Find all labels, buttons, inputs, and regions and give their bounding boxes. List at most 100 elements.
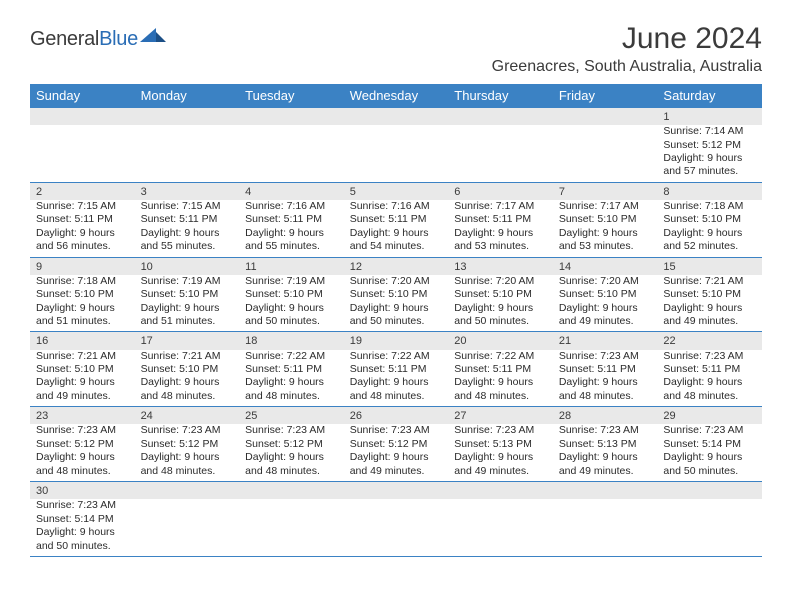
day-detail-line: and 48 minutes. xyxy=(663,390,756,403)
day-detail-line: Sunrise: 7:21 AM xyxy=(141,350,234,363)
day-cell xyxy=(344,499,449,556)
day-detail-line: Sunrise: 7:16 AM xyxy=(350,200,443,213)
day-detail-line: and 48 minutes. xyxy=(141,390,234,403)
day-detail-line: Sunset: 5:10 PM xyxy=(245,288,338,301)
day-detail-line: Sunrise: 7:21 AM xyxy=(663,275,756,288)
day-cell: Sunrise: 7:23 AMSunset: 5:11 PMDaylight:… xyxy=(657,350,762,407)
day-detail-line: and 54 minutes. xyxy=(350,240,443,253)
day-detail-line: Daylight: 9 hours xyxy=(36,376,129,389)
day-detail-line: and 57 minutes. xyxy=(663,165,756,178)
day-number xyxy=(553,482,658,499)
day-number: 9 xyxy=(30,258,135,275)
day-cell: Sunrise: 7:21 AMSunset: 5:10 PMDaylight:… xyxy=(135,350,240,407)
day-detail-line: Sunset: 5:12 PM xyxy=(245,438,338,451)
day-number xyxy=(135,108,240,125)
day-detail-line: Sunset: 5:12 PM xyxy=(36,438,129,451)
day-detail-line: Sunrise: 7:18 AM xyxy=(36,275,129,288)
day-detail-line: Sunrise: 7:23 AM xyxy=(245,424,338,437)
day-detail-line: and 49 minutes. xyxy=(663,315,756,328)
day-detail-line: Sunrise: 7:23 AM xyxy=(454,424,547,437)
day-cell: Sunrise: 7:19 AMSunset: 5:10 PMDaylight:… xyxy=(239,275,344,332)
day-number: 20 xyxy=(448,332,553,349)
day-cell: Sunrise: 7:23 AMSunset: 5:14 PMDaylight:… xyxy=(657,424,762,481)
day-cell: Sunrise: 7:22 AMSunset: 5:11 PMDaylight:… xyxy=(344,350,449,407)
day-number: 6 xyxy=(448,183,553,200)
weekday-sun: Sunday xyxy=(30,84,135,108)
day-detail-line: Sunrise: 7:23 AM xyxy=(559,350,652,363)
day-detail-line: and 49 minutes. xyxy=(36,390,129,403)
day-number xyxy=(344,482,449,499)
day-detail-line: and 48 minutes. xyxy=(350,390,443,403)
day-cell: Sunrise: 7:20 AMSunset: 5:10 PMDaylight:… xyxy=(553,275,658,332)
day-number: 18 xyxy=(239,332,344,349)
day-detail-line: Daylight: 9 hours xyxy=(245,451,338,464)
day-number: 27 xyxy=(448,407,553,424)
day-number: 30 xyxy=(30,482,135,499)
day-cell: Sunrise: 7:22 AMSunset: 5:11 PMDaylight:… xyxy=(239,350,344,407)
day-detail-line: and 51 minutes. xyxy=(141,315,234,328)
week-row: Sunrise: 7:15 AM Sunset: 5:11 PM Daylight:… xyxy=(30,200,762,258)
day-number: 21 xyxy=(553,332,658,349)
weekday-tue: Tuesday xyxy=(239,84,344,108)
day-number xyxy=(448,108,553,125)
day-number: 24 xyxy=(135,407,240,424)
day-detail-line: Daylight: 9 hours xyxy=(141,302,234,315)
day-cell xyxy=(553,499,658,556)
day-detail-line: Daylight: 9 hours xyxy=(559,376,652,389)
week-row: Sunrise: 7:23 AMSunset: 5:14 PMDaylight:… xyxy=(30,499,762,557)
day-detail-line: Sunset: 5:11 PM xyxy=(350,363,443,376)
day-detail-line: Daylight: 9 hours xyxy=(454,451,547,464)
day-detail-line: Sunset: 5:10 PM xyxy=(141,288,234,301)
daynum-row: 1 xyxy=(30,108,762,125)
day-number: 8 xyxy=(657,183,762,200)
day-cell: Sunrise: 7:22 AMSunset: 5:11 PMDaylight:… xyxy=(448,350,553,407)
day-detail-line: Daylight: 9 hours xyxy=(245,302,338,315)
day-cell: Sunrise: 7:20 AMSunset: 5:10 PMDaylight:… xyxy=(344,275,449,332)
day-detail-line: Sunset: 5:10 PM xyxy=(454,288,547,301)
day-cell: Sunrise: 7:16 AMSunset: 5:11 PMDaylight:… xyxy=(344,200,449,257)
day-detail-line: Sunrise: 7:15 AM xyxy=(141,200,234,213)
day-detail-line: and 48 minutes. xyxy=(559,390,652,403)
day-number xyxy=(657,482,762,499)
day-cell: Sunrise: 7:21 AMSunset: 5:10 PMDaylight:… xyxy=(657,275,762,332)
day-cell: Sunrise: 7:15 AMSunset: 5:11 PMDaylight:… xyxy=(135,200,240,257)
day-detail-line: Sunset: 5:12 PM xyxy=(350,438,443,451)
week-row: Sunrise: 7:23 AMSunset: 5:12 PMDaylight:… xyxy=(30,424,762,482)
day-number xyxy=(239,482,344,499)
header: GeneralBlue June 2024 Greenacres, South … xyxy=(30,22,762,76)
day-detail-line: and 48 minutes. xyxy=(454,390,547,403)
day-cell: Sunrise: 7:23 AMSunset: 5:12 PMDaylight:… xyxy=(30,424,135,481)
day-number: 4 xyxy=(239,183,344,200)
day-detail-line: and 49 minutes. xyxy=(454,465,547,478)
day-detail-line: Daylight: 9 hours xyxy=(36,227,129,240)
day-number: 23 xyxy=(30,407,135,424)
day-detail-line: and 49 minutes. xyxy=(350,465,443,478)
week-row: Sunrise: 7:14 AMSunset: 5:12 PMDaylight:… xyxy=(30,125,762,183)
day-cell: Sunrise: 7:15 AMSunset: 5:11 PMDaylight:… xyxy=(30,200,135,257)
day-detail-line: and 48 minutes. xyxy=(141,465,234,478)
day-number: 26 xyxy=(344,407,449,424)
day-cell: Sunrise: 7:20 AMSunset: 5:10 PMDaylight:… xyxy=(448,275,553,332)
week-row: Sunrise: 7:21 AMSunset: 5:10 PMDaylight:… xyxy=(30,350,762,408)
day-detail-line: Daylight: 9 hours xyxy=(36,302,129,315)
day-detail-line: Sunrise: 7:17 AM xyxy=(559,200,652,213)
day-cell: Sunrise: 7:23 AMSunset: 5:11 PMDaylight:… xyxy=(553,350,658,407)
day-number: 13 xyxy=(448,258,553,275)
day-detail-line: Sunset: 5:11 PM xyxy=(350,213,443,226)
day-detail-line: Sunrise: 7:23 AM xyxy=(36,424,129,437)
day-detail-line: and 49 minutes. xyxy=(559,315,652,328)
day-detail-line: Daylight: 9 hours xyxy=(350,302,443,315)
day-cell: Sunrise: 7:16 AMSunset: 5:11 PMDaylight:… xyxy=(239,200,344,257)
day-detail-line: Sunrise: 7:23 AM xyxy=(663,350,756,363)
weekday-mon: Monday xyxy=(135,84,240,108)
day-detail-line: Daylight: 9 hours xyxy=(36,526,129,539)
day-detail-line: Daylight: 9 hours xyxy=(663,152,756,165)
day-number: 16 xyxy=(30,332,135,349)
day-detail-line: Sunset: 5:10 PM xyxy=(36,363,129,376)
day-detail-line: Sunset: 5:12 PM xyxy=(663,139,756,152)
day-detail-line: Sunrise: 7:20 AM xyxy=(559,275,652,288)
day-detail-line: Daylight: 9 hours xyxy=(663,227,756,240)
day-number: 5 xyxy=(344,183,449,200)
daynum-row: 23242526272829 xyxy=(30,407,762,424)
day-number xyxy=(239,108,344,125)
